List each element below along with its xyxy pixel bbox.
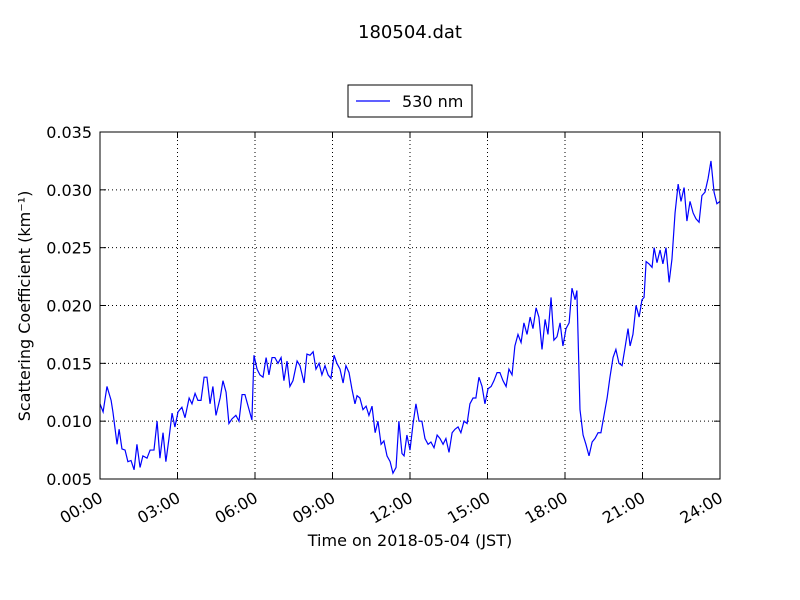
- y-tick-label: 0.015: [46, 354, 92, 373]
- x-tick-label: 21:00: [599, 488, 648, 528]
- y-axis-label: Scattering Coefficient (km⁻¹): [15, 191, 34, 422]
- data-line: [99, 160, 721, 475]
- chart-title: 180504.dat: [358, 22, 462, 43]
- x-tick-label: 09:00: [289, 488, 338, 528]
- x-axis-label: Time on 2018-05-04 (JST): [307, 531, 512, 550]
- y-tick-label: 0.005: [46, 470, 92, 489]
- x-tick-label: 12:00: [367, 488, 416, 528]
- x-tick-label: 00:00: [57, 488, 106, 528]
- y-tick-label: 0.035: [46, 123, 92, 142]
- legend-label: 530 nm: [402, 92, 463, 111]
- x-tick-label: 18:00: [522, 488, 571, 528]
- y-tick-label: 0.010: [46, 412, 92, 431]
- y-tick-label: 0.020: [46, 297, 92, 316]
- x-tick-label: 24:00: [677, 488, 726, 528]
- y-tick-label: 0.025: [46, 239, 92, 258]
- plot-frame: [99, 131, 721, 480]
- y-tick-label: 0.030: [46, 181, 92, 200]
- x-tick-label: 06:00: [212, 488, 261, 528]
- x-tick-label: 03:00: [134, 488, 183, 528]
- x-tick-label: 15:00: [444, 488, 493, 528]
